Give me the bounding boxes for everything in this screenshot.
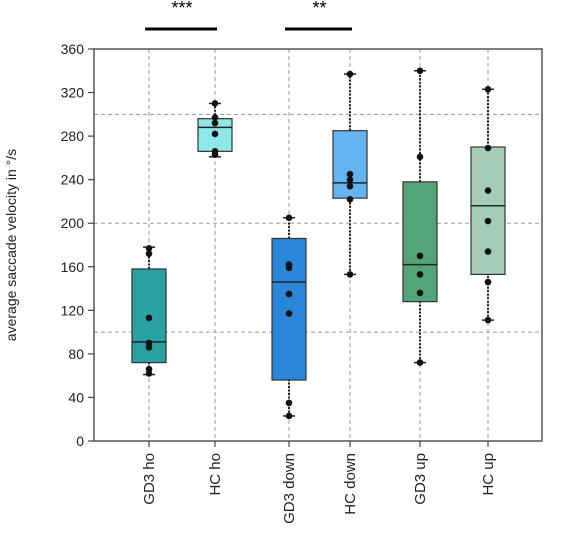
data-point <box>416 359 424 366</box>
data-point <box>211 130 219 138</box>
x-tick-label: HC ho <box>207 453 224 496</box>
significance-label: *** <box>171 0 192 18</box>
x-tick-label: GD3 ho <box>141 453 158 505</box>
significance-label: ** <box>312 0 326 18</box>
x-tick-label: GD3 up <box>412 453 429 505</box>
y-tick-label: 320 <box>61 85 85 101</box>
y-tick-label: 280 <box>61 128 85 144</box>
data-point <box>346 170 354 178</box>
data-point <box>484 278 492 286</box>
data-point <box>211 148 219 155</box>
data-point <box>484 187 492 194</box>
data-point <box>211 119 219 127</box>
data-point <box>285 310 293 317</box>
x-tick-label: GD3 down <box>281 453 298 524</box>
data-point <box>416 153 424 161</box>
box-group <box>470 85 506 324</box>
box-group <box>402 67 438 366</box>
data-point <box>285 399 293 407</box>
y-tick-label: 120 <box>61 302 85 318</box>
y-tick-label: 80 <box>68 346 84 362</box>
y-tick-label: 40 <box>68 389 84 405</box>
y-tick-label: 200 <box>61 215 85 231</box>
data-point <box>285 214 293 222</box>
box-group <box>271 214 307 420</box>
data-point <box>346 176 354 183</box>
data-point <box>484 144 492 152</box>
box-group <box>131 244 167 377</box>
plot-frame <box>93 48 543 442</box>
box <box>271 237 307 381</box>
data-point <box>416 67 424 75</box>
data-point <box>211 100 219 107</box>
box <box>402 181 438 303</box>
data-point <box>484 85 492 93</box>
data-point <box>346 195 354 203</box>
data-point <box>484 248 492 255</box>
y-tick-label: 0 <box>76 433 84 449</box>
box-group <box>197 100 233 158</box>
box <box>470 146 506 276</box>
y-tick-label: 160 <box>61 259 85 275</box>
data-point <box>346 271 354 278</box>
data-point <box>416 252 424 260</box>
data-point <box>416 289 424 297</box>
x-tick-label: HC down <box>342 453 359 515</box>
data-point <box>285 412 293 420</box>
data-point <box>346 182 354 190</box>
data-point <box>145 365 153 373</box>
y-tick-label: 240 <box>61 172 85 188</box>
data-point <box>145 244 153 252</box>
data-point <box>285 290 293 298</box>
data-point <box>484 217 492 225</box>
y-axis-label: average saccade velocity in °/s <box>3 149 19 341</box>
data-point <box>416 271 424 278</box>
data-point <box>285 261 293 268</box>
data-point <box>145 250 153 258</box>
box-group <box>332 70 368 278</box>
data-point <box>145 339 153 347</box>
y-tick-label: 360 <box>61 41 85 57</box>
data-point <box>145 314 153 322</box>
data-point <box>346 70 354 78</box>
x-tick-label: HC up <box>480 453 497 496</box>
data-point <box>484 316 492 324</box>
data-point <box>211 114 219 121</box>
